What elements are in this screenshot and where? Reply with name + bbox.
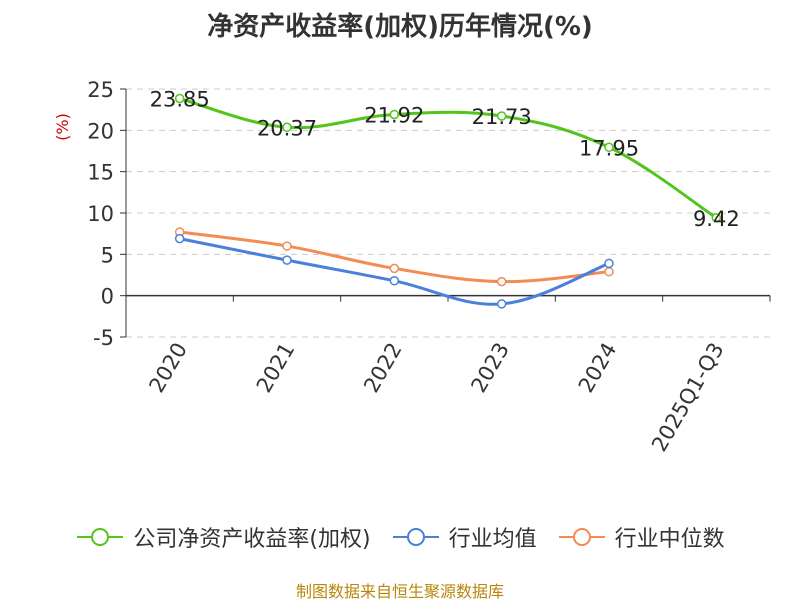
industry-median-point[interactable] [282, 241, 292, 251]
company-roe-point[interactable] [711, 213, 722, 223]
company-roe-point[interactable] [174, 93, 185, 104]
series-lines [174, 93, 722, 309]
legend-label: 公司净资产收益率(加权) [133, 527, 371, 552]
company-roe-line [179, 97, 718, 220]
chart-title: 净资产收益率(加权)历年情况(%) [207, 12, 593, 42]
y-axis-label: (%) [53, 113, 72, 141]
industry-mean-point[interactable] [496, 299, 507, 309]
company-roe-point[interactable] [282, 122, 292, 133]
source-note: 制图数据来自恒生聚源数据库 [295, 582, 504, 601]
legend: 公司净资产收益率(加权) 行业均值 行业中位数 [0, 520, 800, 554]
industry-median-point[interactable] [496, 276, 507, 287]
x-tick-label: 2020 [144, 339, 192, 397]
industry-mean-point[interactable] [282, 255, 292, 265]
y-tick-label: 20 [87, 119, 114, 143]
company-roe-point[interactable] [604, 142, 614, 153]
y-tick-label: 5 [101, 243, 114, 267]
industry-mean-point[interactable] [604, 258, 614, 269]
industry-median-point[interactable] [389, 263, 400, 274]
company-roe-point[interactable] [389, 109, 400, 120]
data-label: 21.73 [472, 105, 532, 129]
industry-mean-point[interactable] [174, 233, 185, 244]
data-label: 23.85 [150, 88, 210, 112]
x-tick-label: 2023 [466, 338, 514, 396]
legend-marker-icon [77, 528, 124, 546]
legend-item-industry-median[interactable]: 行业中位数 [557, 521, 725, 553]
line-chart: 25 20 15 10 5 0 -5 2020 2021 2022 2023 2024 2025Q1-Q… [53, 78, 771, 456]
industry-median-point[interactable] [604, 266, 614, 277]
y-tick-label: 25 [87, 78, 114, 102]
y-tick-label: -5 [93, 326, 114, 350]
legend-label: 行业中位数 [614, 527, 725, 552]
y-tick-label: 15 [87, 161, 114, 185]
grid-lines [126, 88, 770, 338]
data-label: 20.37 [257, 116, 317, 140]
legend-marker-icon [558, 528, 605, 546]
legend-marker-icon [392, 528, 439, 546]
y-tick-label: 10 [87, 202, 114, 226]
axes: 25 20 15 10 5 0 -5 2020 2021 2022 2023 2024 2025Q1-Q… [87, 78, 771, 456]
industry-median-line [179, 230, 610, 284]
x-tick-label: 2021 [252, 339, 300, 397]
x-tick-label: 2024 [574, 339, 622, 397]
y-tick-label: 0 [101, 285, 114, 309]
data-label: 21.92 [364, 103, 424, 127]
data-label: 17.95 [579, 136, 639, 160]
industry-mean-point[interactable] [389, 276, 400, 286]
company-roe-point[interactable] [496, 111, 507, 121]
legend-item-industry-mean[interactable]: 行业均值 [391, 521, 537, 553]
legend-item-company-roe[interactable]: 公司净资产收益率(加权) [75, 521, 371, 553]
data-label: 9.42 [693, 207, 740, 231]
x-tick-label: 2025Q1-Q3 [647, 339, 729, 456]
data-labels: 23.85 20.37 21.92 21.73 17.95 9.42 [150, 88, 740, 231]
x-tick-label: 2022 [359, 339, 407, 397]
legend-label: 行业均值 [448, 527, 537, 552]
